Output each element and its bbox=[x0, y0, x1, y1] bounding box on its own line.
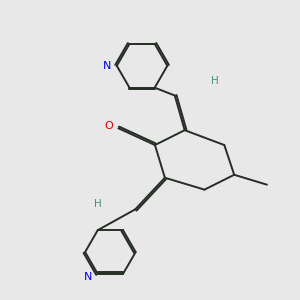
Text: H: H bbox=[94, 200, 102, 209]
Text: O: O bbox=[104, 121, 113, 131]
Text: N: N bbox=[84, 272, 92, 282]
Text: N: N bbox=[103, 61, 111, 71]
Text: H: H bbox=[211, 76, 219, 86]
